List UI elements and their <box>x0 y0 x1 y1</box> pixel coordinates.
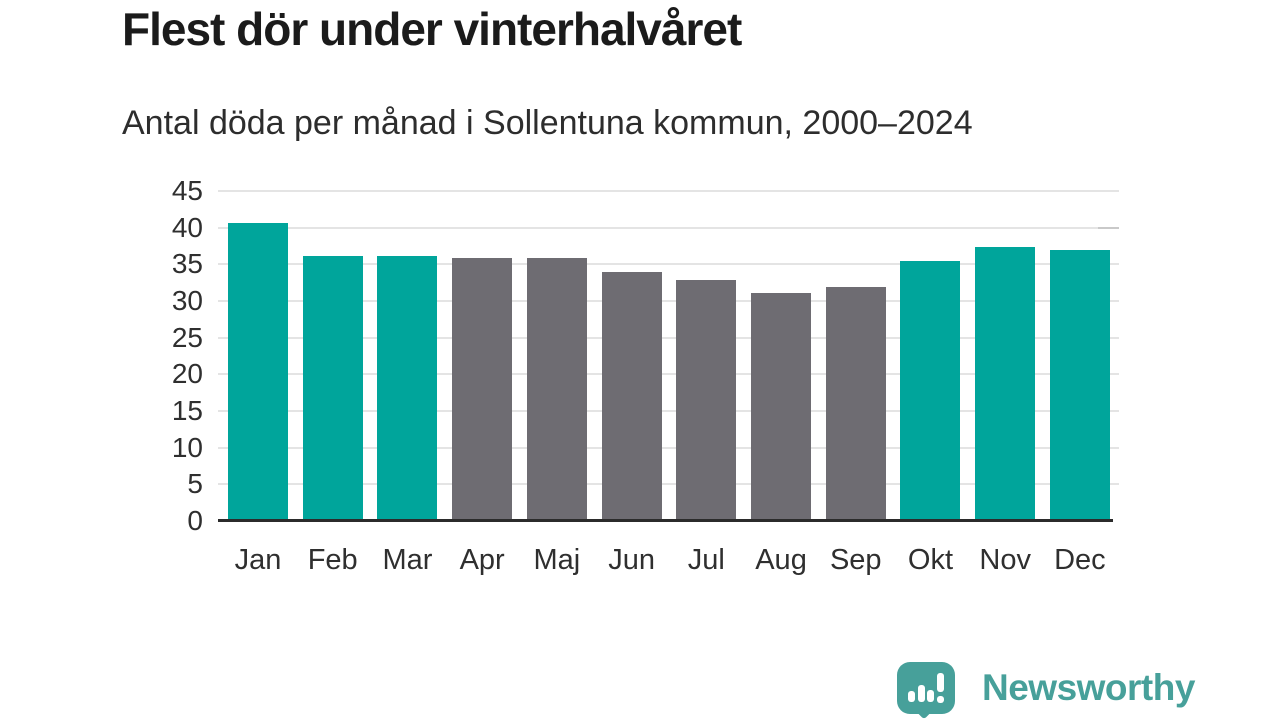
logo-bar-2 <box>917 685 925 702</box>
logo-bar-3 <box>927 690 934 702</box>
x-tick-label-apr: Apr <box>459 544 505 576</box>
bar-dec <box>1049 249 1110 521</box>
bar-feb <box>302 255 363 521</box>
y-tick-label-25: 25 <box>171 321 203 353</box>
chart-subtitle: Antal döda per månad i Sollentuna kommun… <box>122 104 973 142</box>
bar-okt <box>900 261 961 521</box>
y-tick-label-40: 40 <box>171 211 203 243</box>
y-tick-label-10: 10 <box>171 431 203 463</box>
bar-jul <box>676 279 737 521</box>
bar-jun <box>601 272 662 521</box>
x-axis-line <box>218 519 1113 522</box>
newsworthy-wordmark: Newsworthy <box>982 667 1195 708</box>
gridline-5 <box>218 483 1119 486</box>
y-tick-label-0: 0 <box>187 505 203 536</box>
bar-jan <box>228 223 288 521</box>
gridline-35 <box>218 263 1119 266</box>
gridline-15 <box>218 410 1119 412</box>
x-tick-label-mar: Mar <box>382 544 433 576</box>
newsworthy-logo[interactable]: Newsworthy <box>897 660 1195 720</box>
x-tick-label-nov: Nov <box>979 544 1031 576</box>
x-tick-label-jan: Jan <box>234 544 282 576</box>
x-tick-label-jun: Jun <box>608 544 655 576</box>
bar-apr <box>452 258 513 521</box>
x-tick-label-maj: Maj <box>533 544 581 576</box>
logo-exclamation-dot <box>937 696 944 703</box>
gridline-20 <box>218 373 1119 376</box>
y-tick-label-15: 15 <box>171 395 203 426</box>
y-tick-label-5: 5 <box>187 468 203 500</box>
x-tick-label-feb: Feb <box>307 544 358 576</box>
y-tick-label-20: 20 <box>171 358 203 390</box>
gridline-40 <box>218 226 1119 229</box>
x-tick-label-sep: Sep <box>829 544 882 576</box>
gridline-10 <box>218 446 1119 449</box>
y-tick-label-30: 30 <box>171 285 203 316</box>
plot-area <box>218 190 1119 521</box>
x-tick-label-dec: Dec <box>1054 544 1106 576</box>
logo-bar-1 <box>908 691 915 702</box>
x-tick-label-aug: Aug <box>755 544 807 576</box>
bar-mar <box>377 255 438 521</box>
gridline-30 <box>218 300 1119 302</box>
bar-nov <box>975 246 1036 521</box>
bar-maj <box>526 258 587 521</box>
bar-aug <box>751 292 812 521</box>
gridline-40-end-dash <box>1098 226 1119 229</box>
gridline-45 <box>218 190 1119 192</box>
x-tick-label-jul: Jul <box>687 544 725 576</box>
y-tick-label-35: 35 <box>171 248 203 280</box>
newsworthy-bubble-chart-icon <box>897 662 955 720</box>
logo-exclamation-stem <box>937 673 944 692</box>
y-tick-label-45: 45 <box>171 175 203 206</box>
bar-sep <box>825 287 886 521</box>
gridline-25 <box>218 336 1119 339</box>
x-tick-label-okt: Okt <box>907 544 954 576</box>
chart-title: Flest dör under vinterhalvåret <box>122 3 742 55</box>
